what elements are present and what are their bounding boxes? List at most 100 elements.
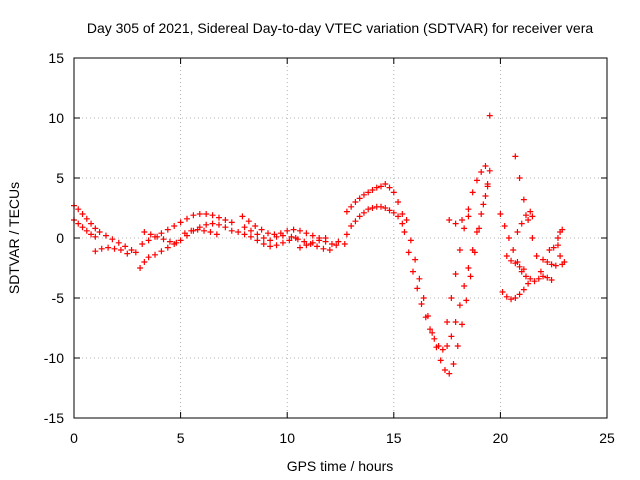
data-point	[550, 244, 557, 251]
chart-title: Day 305 of 2021, Sidereal Day-to-day VTE…	[87, 20, 593, 36]
data-point	[499, 289, 506, 295]
data-point	[356, 213, 363, 220]
data-point	[181, 230, 188, 237]
data-point	[548, 277, 555, 283]
data-point	[348, 223, 355, 229]
data-point	[503, 293, 510, 300]
data-point	[454, 343, 461, 349]
data-point	[471, 249, 478, 256]
data-point	[390, 209, 397, 216]
data-point	[79, 224, 86, 231]
data-point	[260, 241, 267, 247]
data-point	[360, 209, 367, 216]
x-tick-label: 5	[177, 430, 185, 446]
data-point	[352, 199, 359, 205]
data-point	[427, 326, 434, 333]
data-point	[525, 280, 532, 287]
data-point	[548, 261, 555, 268]
data-point	[450, 361, 457, 367]
data-point	[207, 229, 214, 235]
data-point	[145, 254, 152, 261]
data-point	[514, 229, 521, 235]
data-point	[386, 184, 393, 191]
data-point	[486, 167, 493, 174]
data-point	[309, 232, 316, 239]
data-point	[83, 227, 90, 234]
data-point	[301, 238, 308, 245]
data-point	[154, 233, 161, 240]
data-point	[158, 230, 165, 237]
data-point	[124, 250, 131, 257]
x-tick-label: 15	[386, 430, 402, 446]
data-point	[196, 211, 203, 217]
data-point	[343, 208, 350, 215]
data-point	[473, 229, 480, 235]
data-point	[247, 233, 254, 240]
data-point	[254, 237, 261, 244]
data-point	[228, 227, 235, 234]
data-point	[141, 259, 148, 265]
data-point	[75, 206, 82, 213]
data-point	[446, 370, 453, 377]
data-point	[405, 249, 412, 256]
data-point	[335, 238, 342, 245]
data-point	[177, 237, 184, 244]
data-point	[465, 206, 472, 213]
data-point	[395, 199, 402, 205]
data-point	[115, 239, 122, 246]
data-point	[533, 253, 540, 259]
data-point	[512, 153, 519, 160]
data-point	[222, 224, 229, 231]
data-point	[290, 226, 297, 233]
data-point	[369, 187, 376, 193]
data-point	[399, 211, 406, 217]
data-point	[296, 244, 303, 251]
data-point	[360, 191, 367, 198]
data-point	[194, 226, 201, 233]
data-point	[484, 183, 491, 190]
data-point	[316, 237, 323, 244]
data-point	[247, 227, 254, 234]
data-point	[348, 203, 355, 210]
data-point	[320, 245, 327, 252]
data-point	[171, 223, 178, 229]
data-point	[382, 205, 389, 211]
data-point	[241, 224, 248, 231]
data-point	[482, 193, 489, 199]
data-point	[102, 232, 109, 239]
data-point	[164, 226, 171, 233]
data-point	[303, 230, 310, 237]
data-point	[559, 226, 566, 233]
data-point	[88, 231, 95, 238]
data-point	[75, 220, 82, 227]
data-point	[267, 237, 274, 244]
data-points	[71, 112, 568, 377]
y-tick-label: 10	[48, 110, 64, 126]
data-point	[480, 201, 487, 208]
data-point	[527, 275, 534, 282]
data-point	[273, 242, 280, 249]
x-tick-label: 25	[599, 430, 615, 446]
data-point	[173, 239, 180, 246]
data-point	[254, 231, 261, 238]
data-point	[412, 256, 419, 263]
data-point	[267, 243, 274, 250]
data-point	[147, 231, 154, 238]
axis-ticks: 0 5 10 15 20 25 15 10 5 0 -5 -10 -15	[44, 50, 615, 446]
data-point	[409, 268, 416, 275]
data-point	[527, 208, 534, 215]
data-point	[465, 213, 472, 220]
data-point	[117, 247, 124, 253]
data-point	[352, 218, 359, 225]
data-point	[414, 285, 421, 292]
data-point	[158, 248, 165, 255]
data-point	[92, 233, 99, 240]
data-point	[512, 295, 519, 301]
data-point	[486, 112, 493, 119]
data-point	[145, 237, 152, 244]
data-point	[279, 239, 286, 246]
data-point	[395, 213, 402, 220]
data-point	[525, 217, 532, 223]
data-point	[152, 251, 159, 258]
